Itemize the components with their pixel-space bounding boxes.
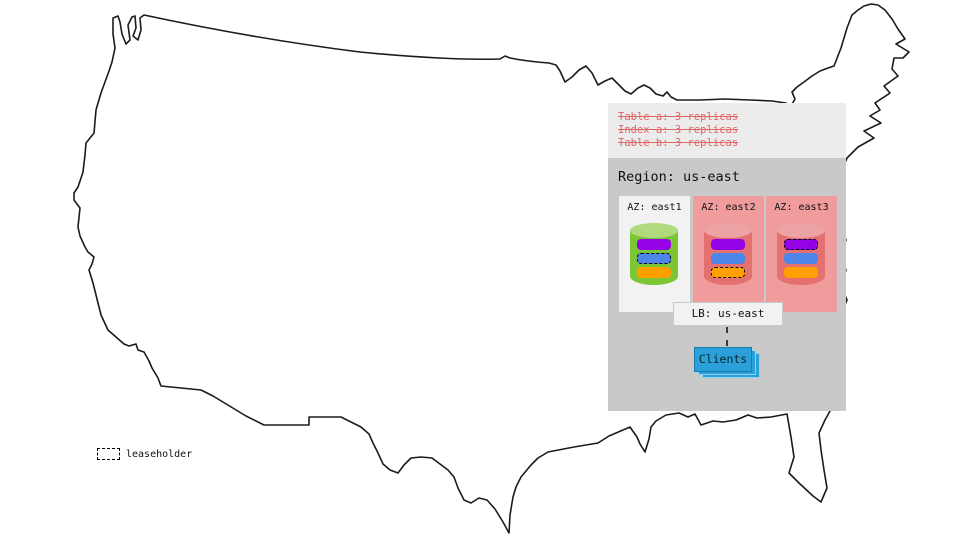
zone-config-overlay: Table a: 3 replicas Index a: 3 replicas … [608,103,846,158]
replica-bar [637,239,671,250]
replica-bar-leaseholder [711,267,745,278]
leaseholder-swatch-icon [97,448,120,460]
replica-bar [711,239,745,250]
az-box-3: AZ: east3 [766,196,837,312]
table-config-line: Table b: 3 replicas [618,137,739,149]
legend: leaseholder [97,448,192,460]
az-row: AZ: east1 AZ: east2 AZ: east3 [608,196,846,312]
lb-clients-connector [726,327,728,346]
clients-box: Clients [694,347,752,372]
cylinder-top [630,223,678,238]
az-box-2: AZ: east2 [693,196,764,312]
replica-bars [711,239,745,281]
az-label: AZ: east1 [627,202,682,213]
replica-bar [784,253,818,264]
legend-label: leaseholder [126,448,193,460]
cylinder-top [704,223,752,238]
cylinder-top [777,223,825,238]
az-box-1: AZ: east1 [619,196,690,312]
us-map-outline [73,3,910,534]
replica-bar [637,267,671,278]
region-title: Region: us-east [618,169,740,185]
az-label: AZ: east2 [701,202,756,213]
replica-bar [784,267,818,278]
load-balancer-box: LB: us-east [673,302,783,326]
index-config-line: Index a: 3 replicas [618,124,739,136]
database-cylinder [777,223,825,285]
replica-bar-leaseholder [637,253,671,264]
database-cylinder [630,223,678,285]
replica-bars [784,239,818,281]
table-config-line: Table a: 3 replicas [618,111,739,123]
replica-bar [711,253,745,264]
az-label: AZ: east3 [774,202,829,213]
replica-bar-leaseholder [784,239,818,250]
clients-stack: Clients [694,347,764,381]
database-cylinder [704,223,752,285]
replica-bars [637,239,671,281]
region-box: Region: us-east AZ: east1 AZ: east2 AZ: ea… [608,158,846,411]
